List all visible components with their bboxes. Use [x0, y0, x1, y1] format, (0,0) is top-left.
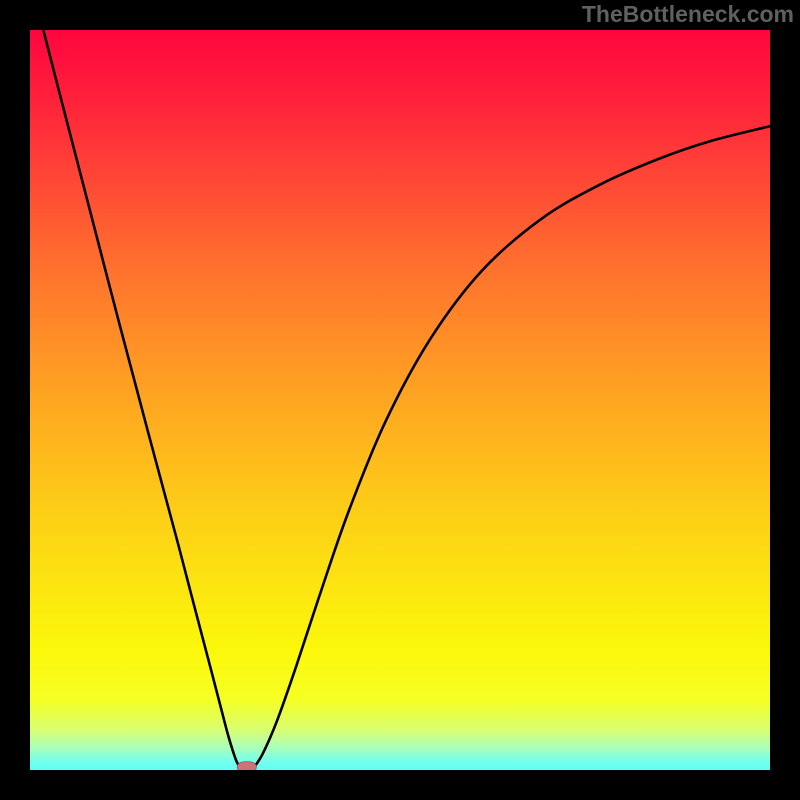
chart-container: TheBottleneck.com — [0, 0, 800, 800]
plot-svg — [30, 30, 770, 770]
bottleneck-marker — [237, 762, 256, 770]
gradient-background — [30, 30, 770, 770]
plot-area — [30, 30, 770, 770]
watermark-text: TheBottleneck.com — [582, 1, 794, 28]
